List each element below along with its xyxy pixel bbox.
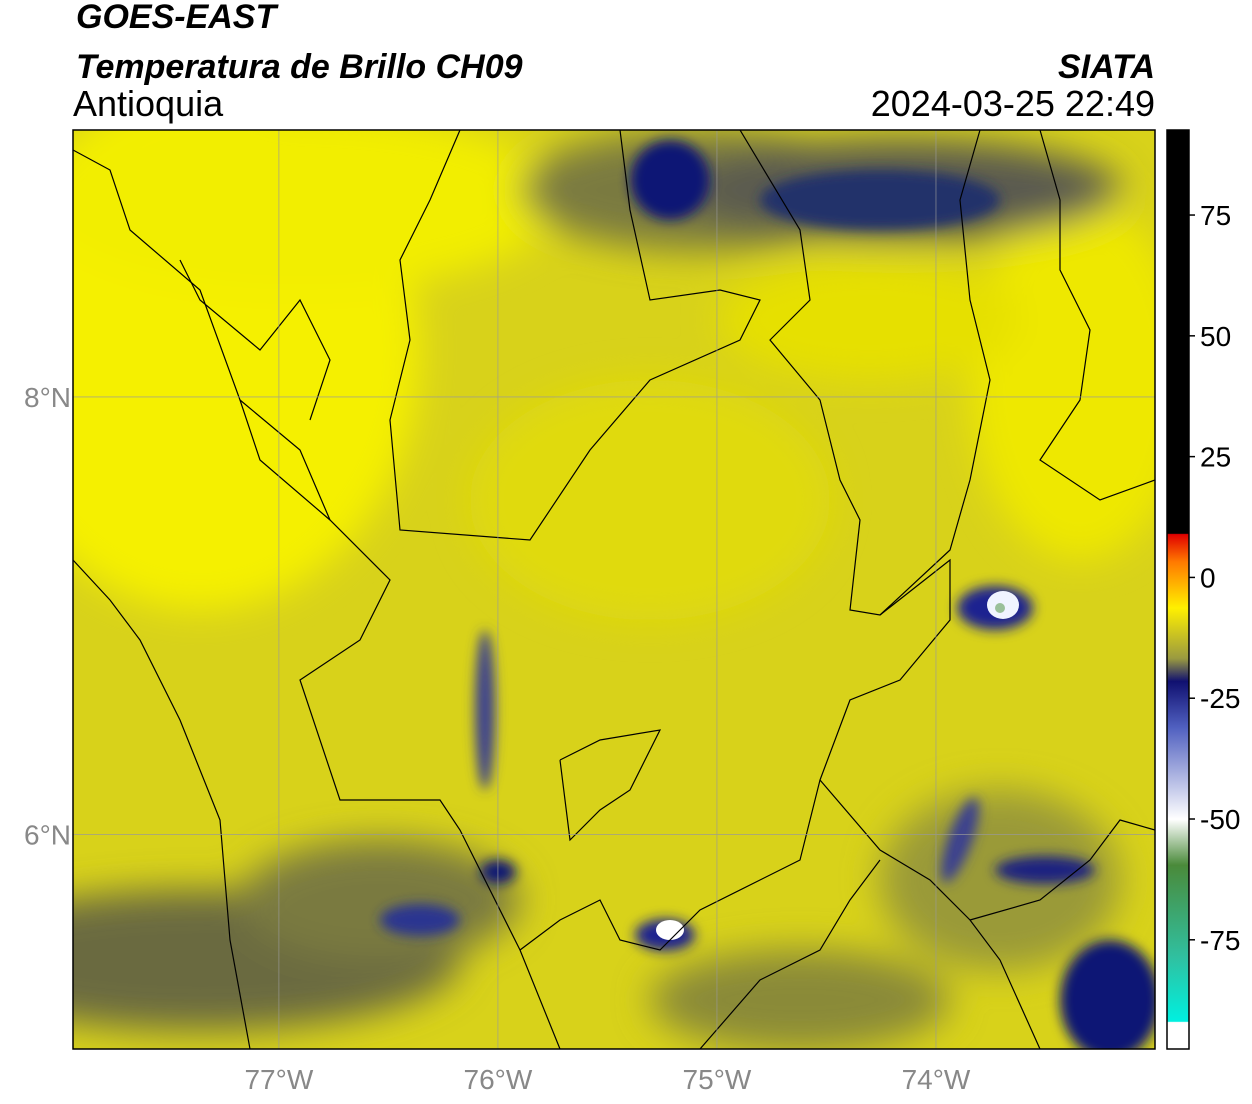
lon-tick-label: 76°W [464, 1064, 533, 1095]
lon-tick-label: 74°W [902, 1064, 971, 1095]
lon-tick-label: 77°W [244, 1064, 313, 1095]
lat-tick-label: 8°N [24, 382, 71, 413]
colorbar-tick-label: 0 [1200, 562, 1216, 593]
colorbar-tick-label: -50 [1200, 804, 1240, 835]
colorbar [1166, 129, 1190, 1050]
title: Temperatura de Brillo CH09 [76, 48, 523, 86]
colorbar-tick-label: 75 [1200, 200, 1231, 231]
satellite: GOES-EAST [76, 0, 279, 36]
lon-tick-label: 75°W [683, 1064, 752, 1095]
colorbar-tick-label: 25 [1200, 442, 1231, 473]
lat-tick-label: 6°N [24, 820, 71, 851]
source: SIATA [1058, 48, 1155, 86]
region: Antioquia [73, 83, 224, 124]
brightness-field [73, 130, 1155, 1049]
map-frame [72, 129, 1156, 1050]
colorbar-tick-label: 50 [1200, 321, 1231, 352]
graticule [73, 130, 1155, 1049]
colorbar-tick-label: -75 [1200, 925, 1240, 956]
colorbar-tick-label: -25 [1200, 683, 1240, 714]
datetime: 2024-03-25 22:49 [871, 83, 1155, 124]
